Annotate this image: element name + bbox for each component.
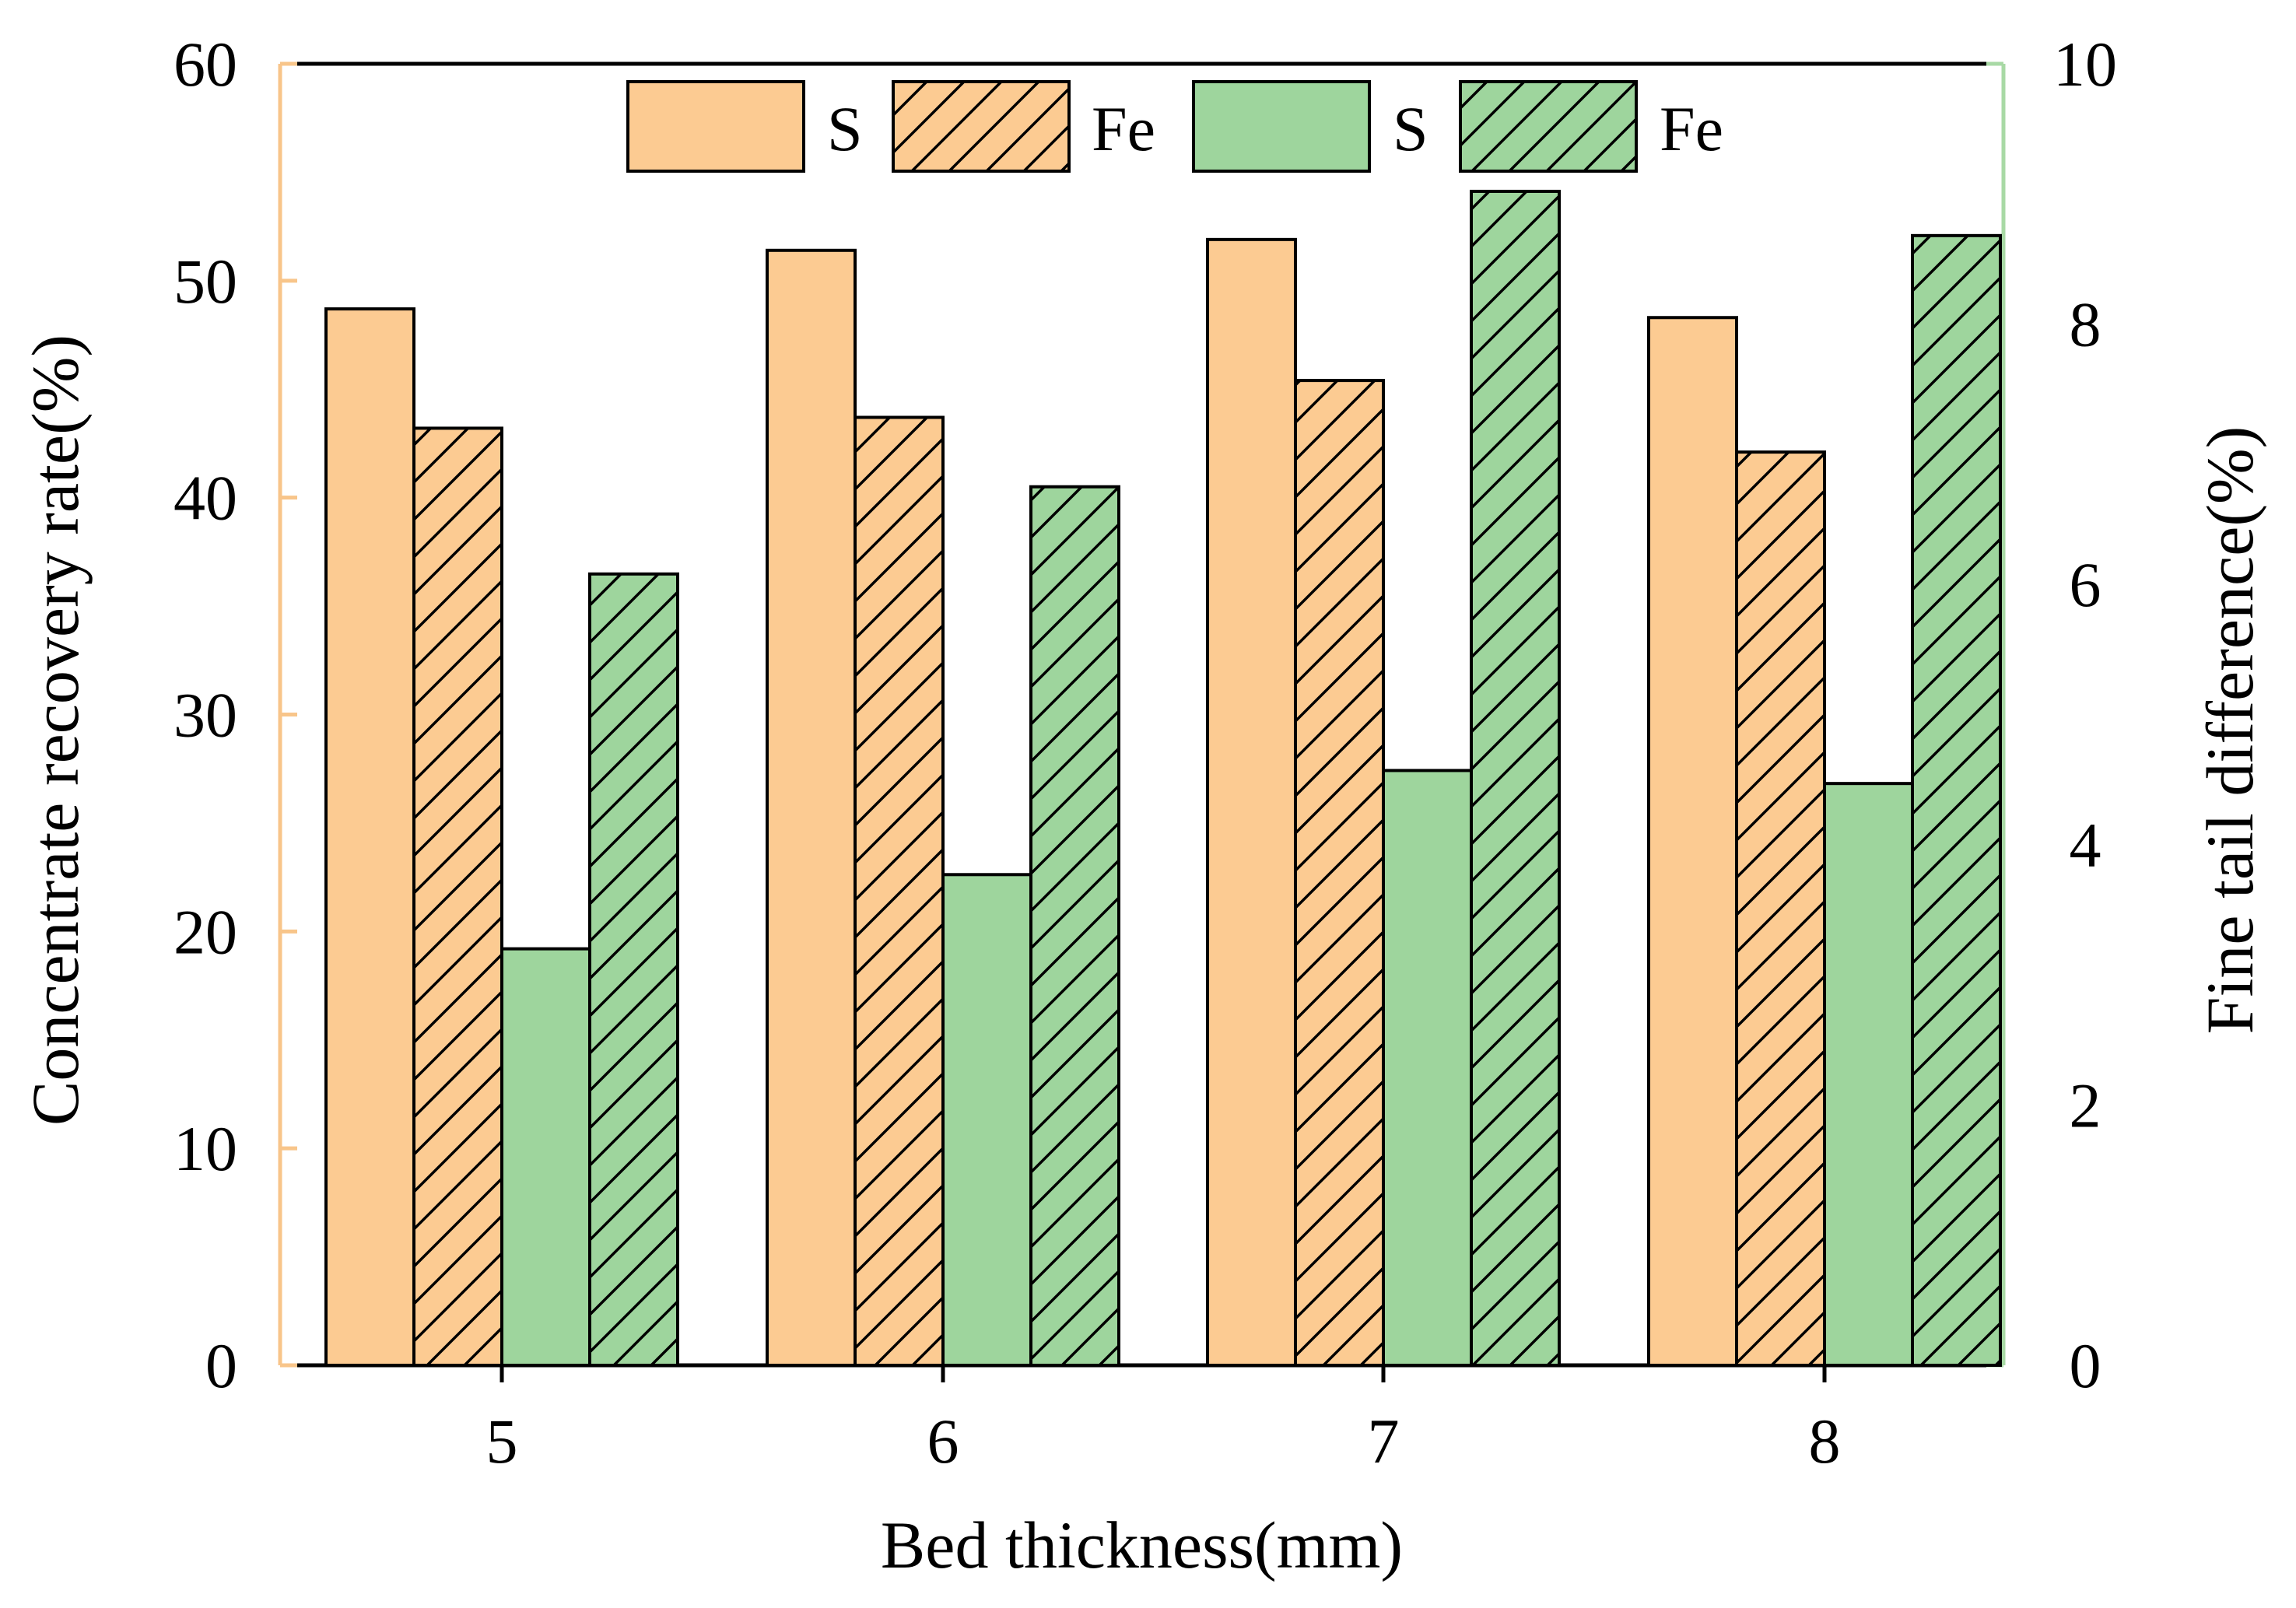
legend-swatch-right-fe [1459,80,1638,173]
bar-left-s-8 [1647,316,1738,1367]
bar-right-s-8 [1823,782,1914,1367]
left-y-axis-title: Concentrate recovery rate(%) [18,335,93,1126]
legend-swatch-left-s [626,80,805,173]
left-tick-label: 20 [174,896,237,967]
bar-right-s-7 [1382,769,1473,1367]
right-tick-label: 6 [2070,549,2101,620]
legend-swatch-left-fe [892,80,1071,173]
left-tick-label: 10 [174,1113,237,1184]
x-tick-label: 6 [927,1406,959,1477]
legend-label-right-s: S [1393,93,1428,164]
right-tick-label: 2 [2070,1070,2101,1140]
right-tick-label: 4 [2070,810,2101,881]
x-tick-label: 8 [1809,1406,1841,1477]
x-tick-label: 5 [486,1406,518,1477]
right-y-axis-title: Fine tail difference(%) [2193,426,2267,1035]
left-tick-label: 50 [174,246,237,317]
bar-left-s-5 [324,307,415,1367]
left-tick-label: 0 [205,1330,237,1401]
bar-right-fe-6 [1029,485,1120,1367]
bar-right-fe-7 [1470,189,1561,1368]
bar-right-fe-8 [1911,233,2002,1367]
bar-left-fe-6 [854,415,945,1368]
bar-left-fe-7 [1294,379,1385,1367]
x-axis-title: Bed thickness(mm) [881,1508,1403,1582]
x-tick-label: 7 [1368,1406,1400,1477]
left-tick-label: 40 [174,463,237,534]
right-tick-label: 10 [2053,29,2117,100]
bar-right-fe-5 [588,572,679,1367]
right-tick-label: 0 [2070,1330,2101,1401]
bar-left-fe-8 [1735,450,1826,1367]
bar-right-s-6 [941,873,1032,1368]
legend-swatch-right-s [1192,80,1371,173]
left-tick-label: 30 [174,680,237,751]
bar-left-s-7 [1206,237,1297,1368]
legend-label-left-s: S [827,93,863,164]
left-tick-label: 60 [174,29,237,100]
bar-left-s-6 [766,248,857,1368]
bar-left-fe-5 [412,426,503,1368]
bar-right-s-5 [500,947,591,1367]
legend-label-left-fe: Fe [1092,93,1155,164]
right-tick-label: 8 [2070,289,2101,360]
legend-label-right-fe: Fe [1660,93,1723,164]
